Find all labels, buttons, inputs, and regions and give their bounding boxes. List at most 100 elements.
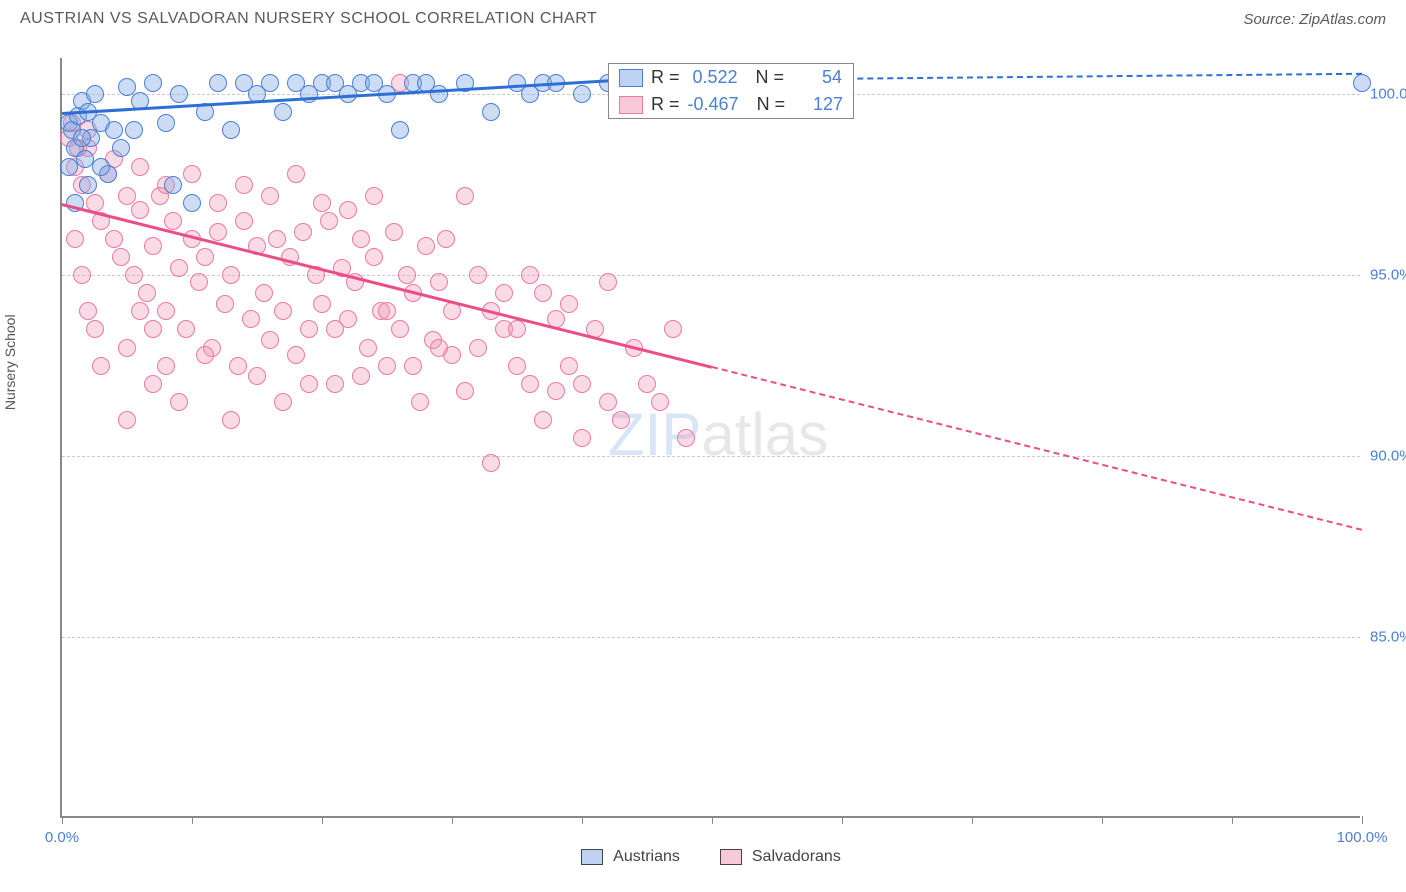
data-point — [638, 375, 656, 393]
data-point — [118, 411, 136, 429]
data-point — [456, 187, 474, 205]
x-tick — [1102, 816, 1103, 824]
data-point — [209, 74, 227, 92]
data-point — [131, 302, 149, 320]
data-point — [534, 284, 552, 302]
data-point — [138, 284, 156, 302]
data-point — [66, 230, 84, 248]
data-point — [79, 302, 97, 320]
data-point — [320, 212, 338, 230]
data-point — [534, 411, 552, 429]
data-point — [235, 212, 253, 230]
legend-swatch — [581, 849, 603, 865]
y-tick-label: 100.0% — [1370, 86, 1406, 103]
stats-n-value: 54 — [792, 67, 842, 88]
data-point — [92, 357, 110, 375]
source-label: Source: ZipAtlas.com — [1243, 11, 1386, 28]
y-tick-label: 95.0% — [1370, 267, 1406, 284]
data-point — [229, 357, 247, 375]
data-point — [209, 194, 227, 212]
plot-area: ZIPatlas 85.0%90.0%95.0%100.0%0.0%100.0%… — [60, 58, 1360, 818]
data-point — [144, 74, 162, 92]
data-point — [112, 139, 130, 157]
data-point — [287, 346, 305, 364]
x-tick — [192, 816, 193, 824]
data-point — [365, 187, 383, 205]
legend-label: Austrians — [613, 848, 680, 866]
legend-item: Salvadorans — [720, 848, 841, 866]
data-point — [131, 201, 149, 219]
data-point — [469, 266, 487, 284]
data-point — [404, 357, 422, 375]
stats-r-value: 0.522 — [688, 67, 738, 88]
data-point — [60, 158, 78, 176]
data-point — [430, 85, 448, 103]
stats-n-label: N = — [746, 67, 785, 88]
data-point — [560, 295, 578, 313]
legend: Austrians Salvadorans — [62, 848, 1360, 866]
data-point — [274, 302, 292, 320]
data-point — [398, 266, 416, 284]
data-point — [385, 223, 403, 241]
x-tick — [1362, 816, 1363, 824]
x-tick — [582, 816, 583, 824]
data-point — [495, 284, 513, 302]
data-point — [261, 331, 279, 349]
x-tick — [62, 816, 63, 824]
data-point — [222, 266, 240, 284]
data-point — [144, 375, 162, 393]
y-axis-label: Nursery School — [2, 314, 18, 410]
data-point — [261, 74, 279, 92]
data-point — [73, 129, 91, 147]
x-tick-label: 0.0% — [45, 829, 79, 846]
data-point — [313, 295, 331, 313]
gridline — [62, 275, 1360, 276]
data-point — [508, 357, 526, 375]
data-point — [248, 367, 266, 385]
data-point — [294, 223, 312, 241]
data-point — [118, 78, 136, 96]
data-point — [73, 266, 91, 284]
data-point — [365, 248, 383, 266]
data-point — [268, 230, 286, 248]
data-point — [359, 339, 377, 357]
x-tick — [842, 816, 843, 824]
data-point — [170, 85, 188, 103]
data-point — [411, 393, 429, 411]
data-point — [547, 382, 565, 400]
data-point — [482, 103, 500, 121]
y-tick-label: 85.0% — [1370, 629, 1406, 646]
data-point — [352, 367, 370, 385]
data-point — [287, 165, 305, 183]
stats-n-value: 127 — [793, 94, 843, 115]
stats-r-label: R = — [651, 94, 680, 115]
data-point — [222, 121, 240, 139]
legend-swatch — [619, 96, 643, 114]
data-point — [125, 266, 143, 284]
data-point — [339, 201, 357, 219]
data-point — [274, 393, 292, 411]
data-point — [378, 302, 396, 320]
data-point — [326, 375, 344, 393]
data-point — [105, 230, 123, 248]
data-point — [164, 212, 182, 230]
legend-label: Salvadorans — [752, 848, 841, 866]
data-point — [560, 357, 578, 375]
watermark: ZIPatlas — [608, 400, 828, 469]
legend-swatch — [720, 849, 742, 865]
data-point — [664, 320, 682, 338]
data-point — [300, 375, 318, 393]
data-point — [144, 320, 162, 338]
data-point — [521, 266, 539, 284]
data-point — [612, 411, 630, 429]
data-point — [157, 357, 175, 375]
data-point — [437, 230, 455, 248]
chart-title: AUSTRIAN VS SALVADORAN NURSERY SCHOOL CO… — [20, 10, 597, 28]
chart-container: Nursery School ZIPatlas 85.0%90.0%95.0%1… — [20, 50, 1386, 850]
stats-row: R = 0.522 N = 54 — [609, 64, 853, 91]
data-point — [391, 121, 409, 139]
data-point — [300, 320, 318, 338]
x-tick — [1232, 816, 1233, 824]
data-point — [92, 158, 110, 176]
data-point — [86, 85, 104, 103]
